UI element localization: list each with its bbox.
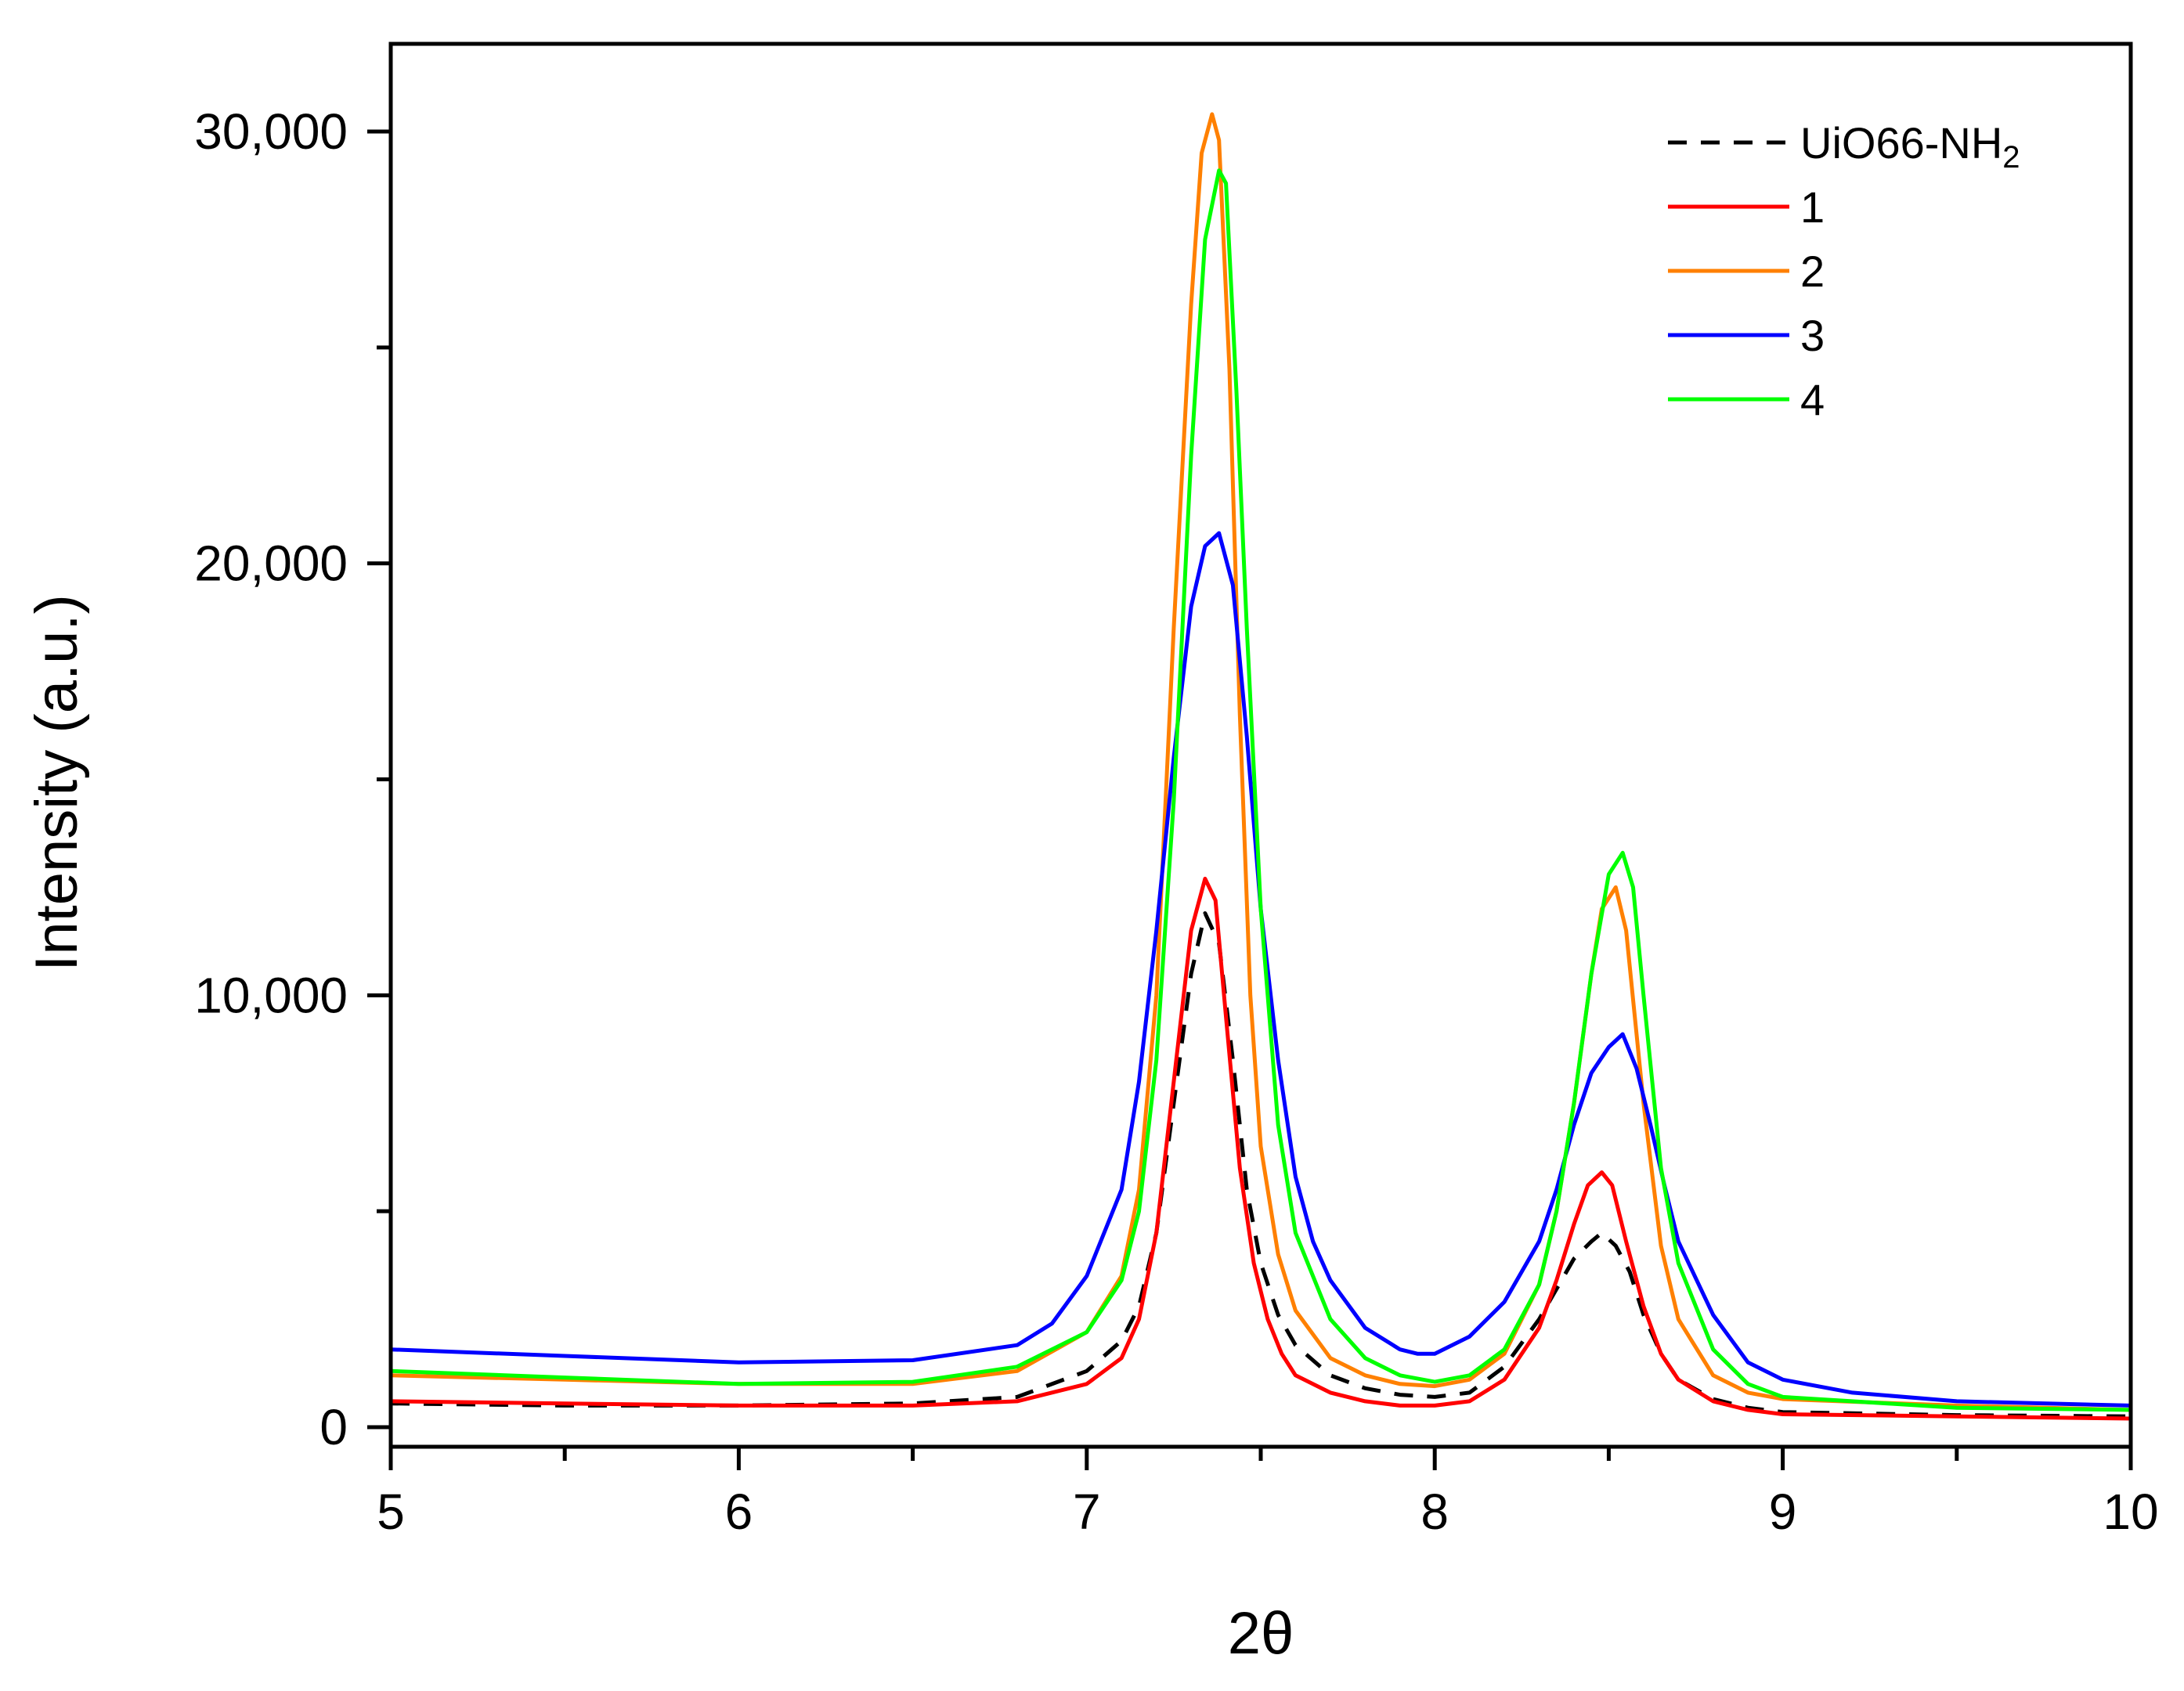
- series-line-2: [390, 876, 2132, 1421]
- legend-label: 4: [1800, 375, 1825, 424]
- legend-label: UiO66-NH2: [1800, 118, 2020, 175]
- y-axis: 0 10,000 20,000 30,000: [194, 103, 391, 1455]
- legend-label: 1: [1800, 182, 1825, 232]
- series-layer: [390, 112, 2132, 1421]
- y-axis-title: Intensity (a.u.): [23, 594, 90, 972]
- x-tick-label: 10: [2103, 1484, 2158, 1540]
- y-tick-label: 20,000: [194, 535, 348, 592]
- x-tick-label: 7: [1073, 1484, 1101, 1540]
- x-tick-label: 5: [377, 1484, 405, 1540]
- series-line-5: [390, 168, 2132, 1412]
- y-tick-label: 10,000: [194, 967, 348, 1023]
- x-tick-label: 8: [1421, 1484, 1449, 1540]
- legend-label: 3: [1800, 311, 1825, 360]
- legend-label-subscript: 2: [2002, 140, 2020, 175]
- legend: UiO66-NH2 1 2 3 4: [1668, 118, 2020, 424]
- legend-label: 2: [1800, 247, 1825, 296]
- y-tick-label: 30,000: [194, 103, 348, 160]
- x-axis: 5 6 7 8 9 10: [377, 1447, 2159, 1540]
- plot-frame: [388, 41, 2133, 1449]
- series-line-4: [390, 531, 2132, 1408]
- x-tick-label: 6: [725, 1484, 753, 1540]
- y-tick-label: 0: [319, 1399, 348, 1455]
- series-line-1: [390, 911, 2132, 1419]
- x-tick-label: 9: [1769, 1484, 1797, 1540]
- series-line-3: [390, 112, 2132, 1412]
- x-axis-title: 2θ: [1228, 1600, 1294, 1667]
